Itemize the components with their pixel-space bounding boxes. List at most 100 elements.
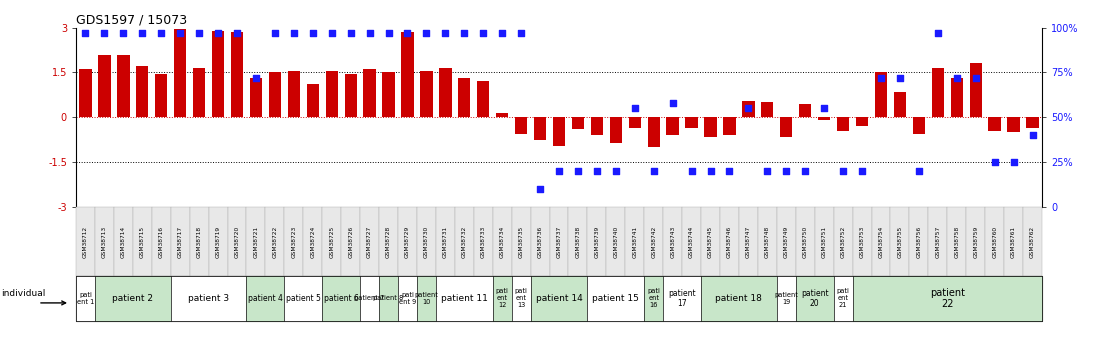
FancyBboxPatch shape <box>228 207 246 276</box>
Point <box>171 30 189 36</box>
Bar <box>818 117 831 120</box>
Point <box>228 30 246 36</box>
Text: patient 4: patient 4 <box>248 294 283 303</box>
Point <box>76 30 94 36</box>
Text: GSM38723: GSM38723 <box>292 225 296 258</box>
FancyBboxPatch shape <box>114 207 133 276</box>
Text: GSM38736: GSM38736 <box>538 225 542 258</box>
Point <box>114 30 132 36</box>
FancyBboxPatch shape <box>531 276 587 321</box>
Text: GSM38715: GSM38715 <box>140 225 145 258</box>
Bar <box>306 85 319 117</box>
Point <box>95 30 113 36</box>
FancyBboxPatch shape <box>663 207 682 276</box>
Text: GSM38737: GSM38737 <box>557 225 561 258</box>
Bar <box>628 117 641 128</box>
FancyBboxPatch shape <box>1023 207 1042 276</box>
Point <box>493 30 511 36</box>
Text: GSM38731: GSM38731 <box>443 225 448 258</box>
FancyBboxPatch shape <box>644 207 663 276</box>
Text: GSM38758: GSM38758 <box>955 225 959 258</box>
FancyBboxPatch shape <box>966 207 985 276</box>
FancyBboxPatch shape <box>379 276 398 321</box>
Text: patient
10: patient 10 <box>415 292 438 305</box>
Text: GSM38749: GSM38749 <box>784 225 789 258</box>
FancyBboxPatch shape <box>815 207 834 276</box>
Text: GSM38726: GSM38726 <box>348 225 353 258</box>
Bar <box>912 117 925 134</box>
Text: patient 15: patient 15 <box>593 294 639 303</box>
FancyBboxPatch shape <box>360 207 379 276</box>
Text: patient 8: patient 8 <box>373 295 404 302</box>
FancyBboxPatch shape <box>777 276 796 321</box>
FancyBboxPatch shape <box>606 207 625 276</box>
FancyBboxPatch shape <box>985 207 1004 276</box>
Point <box>834 168 852 174</box>
Text: pati
ent
21: pati ent 21 <box>836 288 850 308</box>
FancyBboxPatch shape <box>625 207 644 276</box>
Text: GSM38738: GSM38738 <box>576 225 580 258</box>
Point <box>872 75 890 81</box>
FancyBboxPatch shape <box>398 276 417 321</box>
Text: GSM38745: GSM38745 <box>708 225 713 258</box>
FancyBboxPatch shape <box>701 207 720 276</box>
FancyBboxPatch shape <box>436 276 493 321</box>
Bar <box>458 78 471 117</box>
Text: GSM38750: GSM38750 <box>803 225 807 258</box>
Bar <box>212 31 225 117</box>
FancyBboxPatch shape <box>303 207 322 276</box>
FancyBboxPatch shape <box>928 207 947 276</box>
FancyBboxPatch shape <box>95 207 114 276</box>
Point <box>474 30 492 36</box>
Text: GSM38735: GSM38735 <box>519 225 523 258</box>
Point <box>910 168 928 174</box>
FancyBboxPatch shape <box>1004 207 1023 276</box>
Text: patient
17: patient 17 <box>669 289 695 308</box>
Bar <box>439 68 452 117</box>
Text: patient
22: patient 22 <box>930 288 965 309</box>
Text: pati
ent
12: pati ent 12 <box>495 288 509 308</box>
Text: patient 11: patient 11 <box>440 294 487 303</box>
Bar <box>477 81 490 117</box>
Point <box>380 30 398 36</box>
Text: GSM38747: GSM38747 <box>746 225 751 258</box>
FancyBboxPatch shape <box>890 207 909 276</box>
Text: GSM38732: GSM38732 <box>462 225 467 258</box>
Point <box>929 30 947 36</box>
FancyBboxPatch shape <box>796 276 834 321</box>
FancyBboxPatch shape <box>796 207 815 276</box>
Bar <box>1007 117 1020 132</box>
Text: GSM38743: GSM38743 <box>670 225 675 258</box>
FancyBboxPatch shape <box>398 207 417 276</box>
FancyBboxPatch shape <box>284 207 303 276</box>
Point <box>417 30 435 36</box>
Bar <box>136 67 149 117</box>
Bar <box>647 117 660 147</box>
Point <box>190 30 208 36</box>
Point <box>361 30 379 36</box>
Text: GSM38740: GSM38740 <box>614 225 618 258</box>
Bar <box>761 102 774 117</box>
FancyBboxPatch shape <box>587 276 644 321</box>
FancyBboxPatch shape <box>322 207 341 276</box>
Point <box>512 30 530 36</box>
Text: GSM38744: GSM38744 <box>689 225 694 258</box>
Text: GSM38727: GSM38727 <box>367 225 372 258</box>
Text: GSM38755: GSM38755 <box>898 225 902 258</box>
Text: pati
ent
13: pati ent 13 <box>514 288 528 308</box>
Text: GSM38714: GSM38714 <box>121 225 126 258</box>
Text: GSM38753: GSM38753 <box>860 225 864 258</box>
Bar <box>515 117 528 134</box>
Text: GSM38762: GSM38762 <box>1030 225 1035 258</box>
Point <box>720 168 738 174</box>
Bar <box>1026 117 1039 128</box>
Text: pati
ent
16: pati ent 16 <box>647 288 660 308</box>
Text: GSM38716: GSM38716 <box>159 226 163 257</box>
FancyBboxPatch shape <box>853 207 872 276</box>
Point <box>664 100 682 106</box>
Text: patient 14: patient 14 <box>536 294 582 303</box>
Point <box>266 30 284 36</box>
FancyBboxPatch shape <box>322 276 360 321</box>
FancyBboxPatch shape <box>152 207 171 276</box>
Text: GSM38721: GSM38721 <box>254 225 258 258</box>
